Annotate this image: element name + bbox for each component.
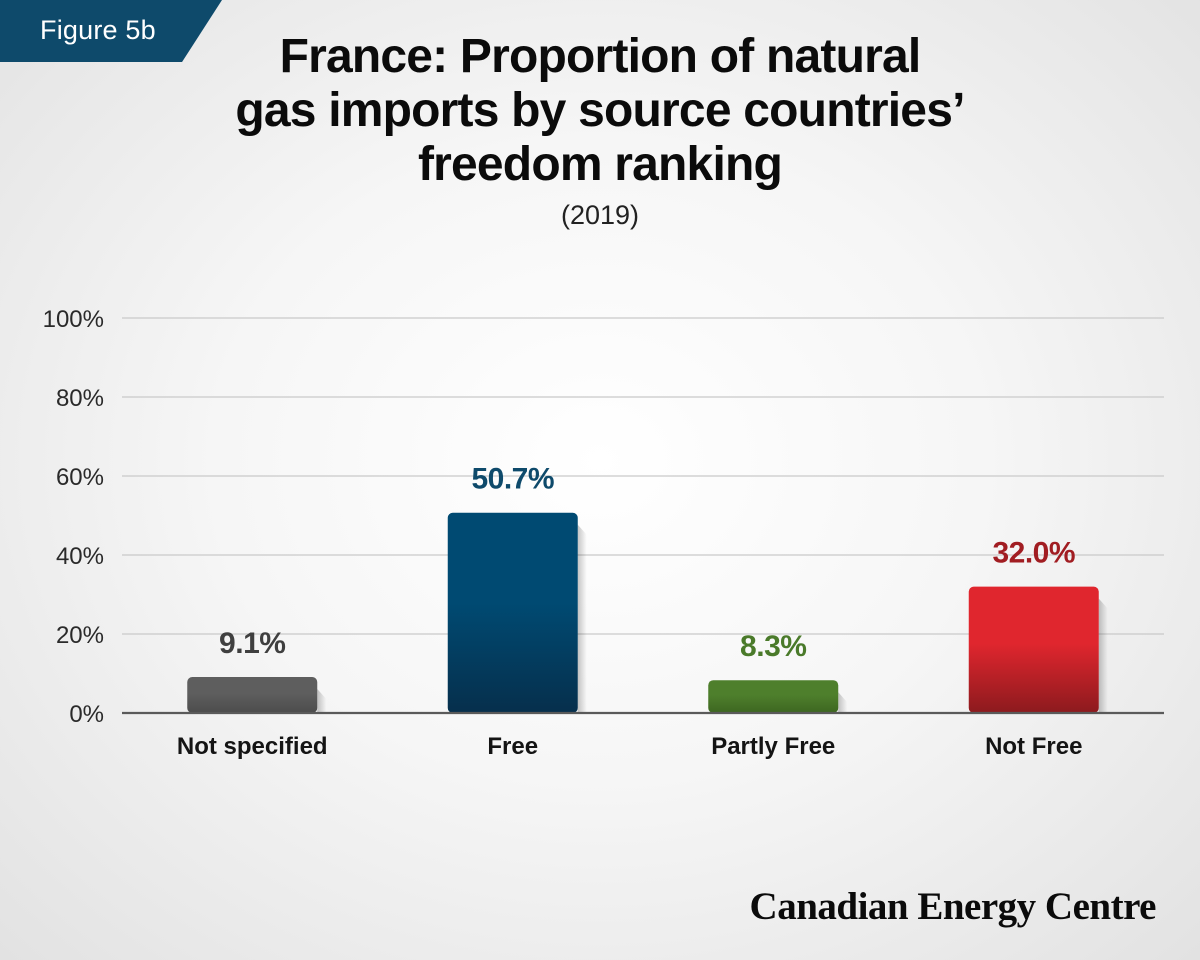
y-tick-label: 0% [69,701,104,728]
y-tick-label: 40% [56,543,104,570]
data-label: 50.7% [471,463,554,496]
bar-not-free [968,586,1099,713]
chart-title-line-1: France: Proportion of natural [279,30,922,83]
y-tick-label: 100% [43,306,104,333]
data-label: 8.3% [740,630,806,663]
bar-shadow [317,689,327,713]
y-tick-label: 20% [56,622,104,649]
bar-shadow [577,524,587,713]
y-tick-label: 80% [56,385,104,412]
figure-badge: Figure 5b [0,0,222,62]
x-tick-label: Partly Free [711,733,835,760]
chart-title-line-2: gas imports by source countries’ [235,84,965,137]
brand-logo-text: Canadian Energy Centre [749,885,1157,928]
x-tick-label: Free [487,733,538,760]
bar-not-specified [187,677,318,713]
figure-badge-label: Figure 5b [40,15,156,45]
data-label: 32.0% [992,537,1075,570]
chart-subtitle: (2019) [560,200,640,230]
x-tick-label: Not specified [177,733,328,760]
chart-title-line-3: freedom ranking [417,138,783,191]
bar-shadow [838,692,848,713]
y-tick-label: 60% [56,464,104,491]
bar-partly-free [708,680,839,713]
bar-shadow [1098,598,1108,713]
bar-free [447,512,578,713]
data-label: 9.1% [219,627,285,660]
chart-title: France: Proportion of natural gas import… [160,30,1040,192]
x-tick-label: Not Free [985,733,1082,760]
